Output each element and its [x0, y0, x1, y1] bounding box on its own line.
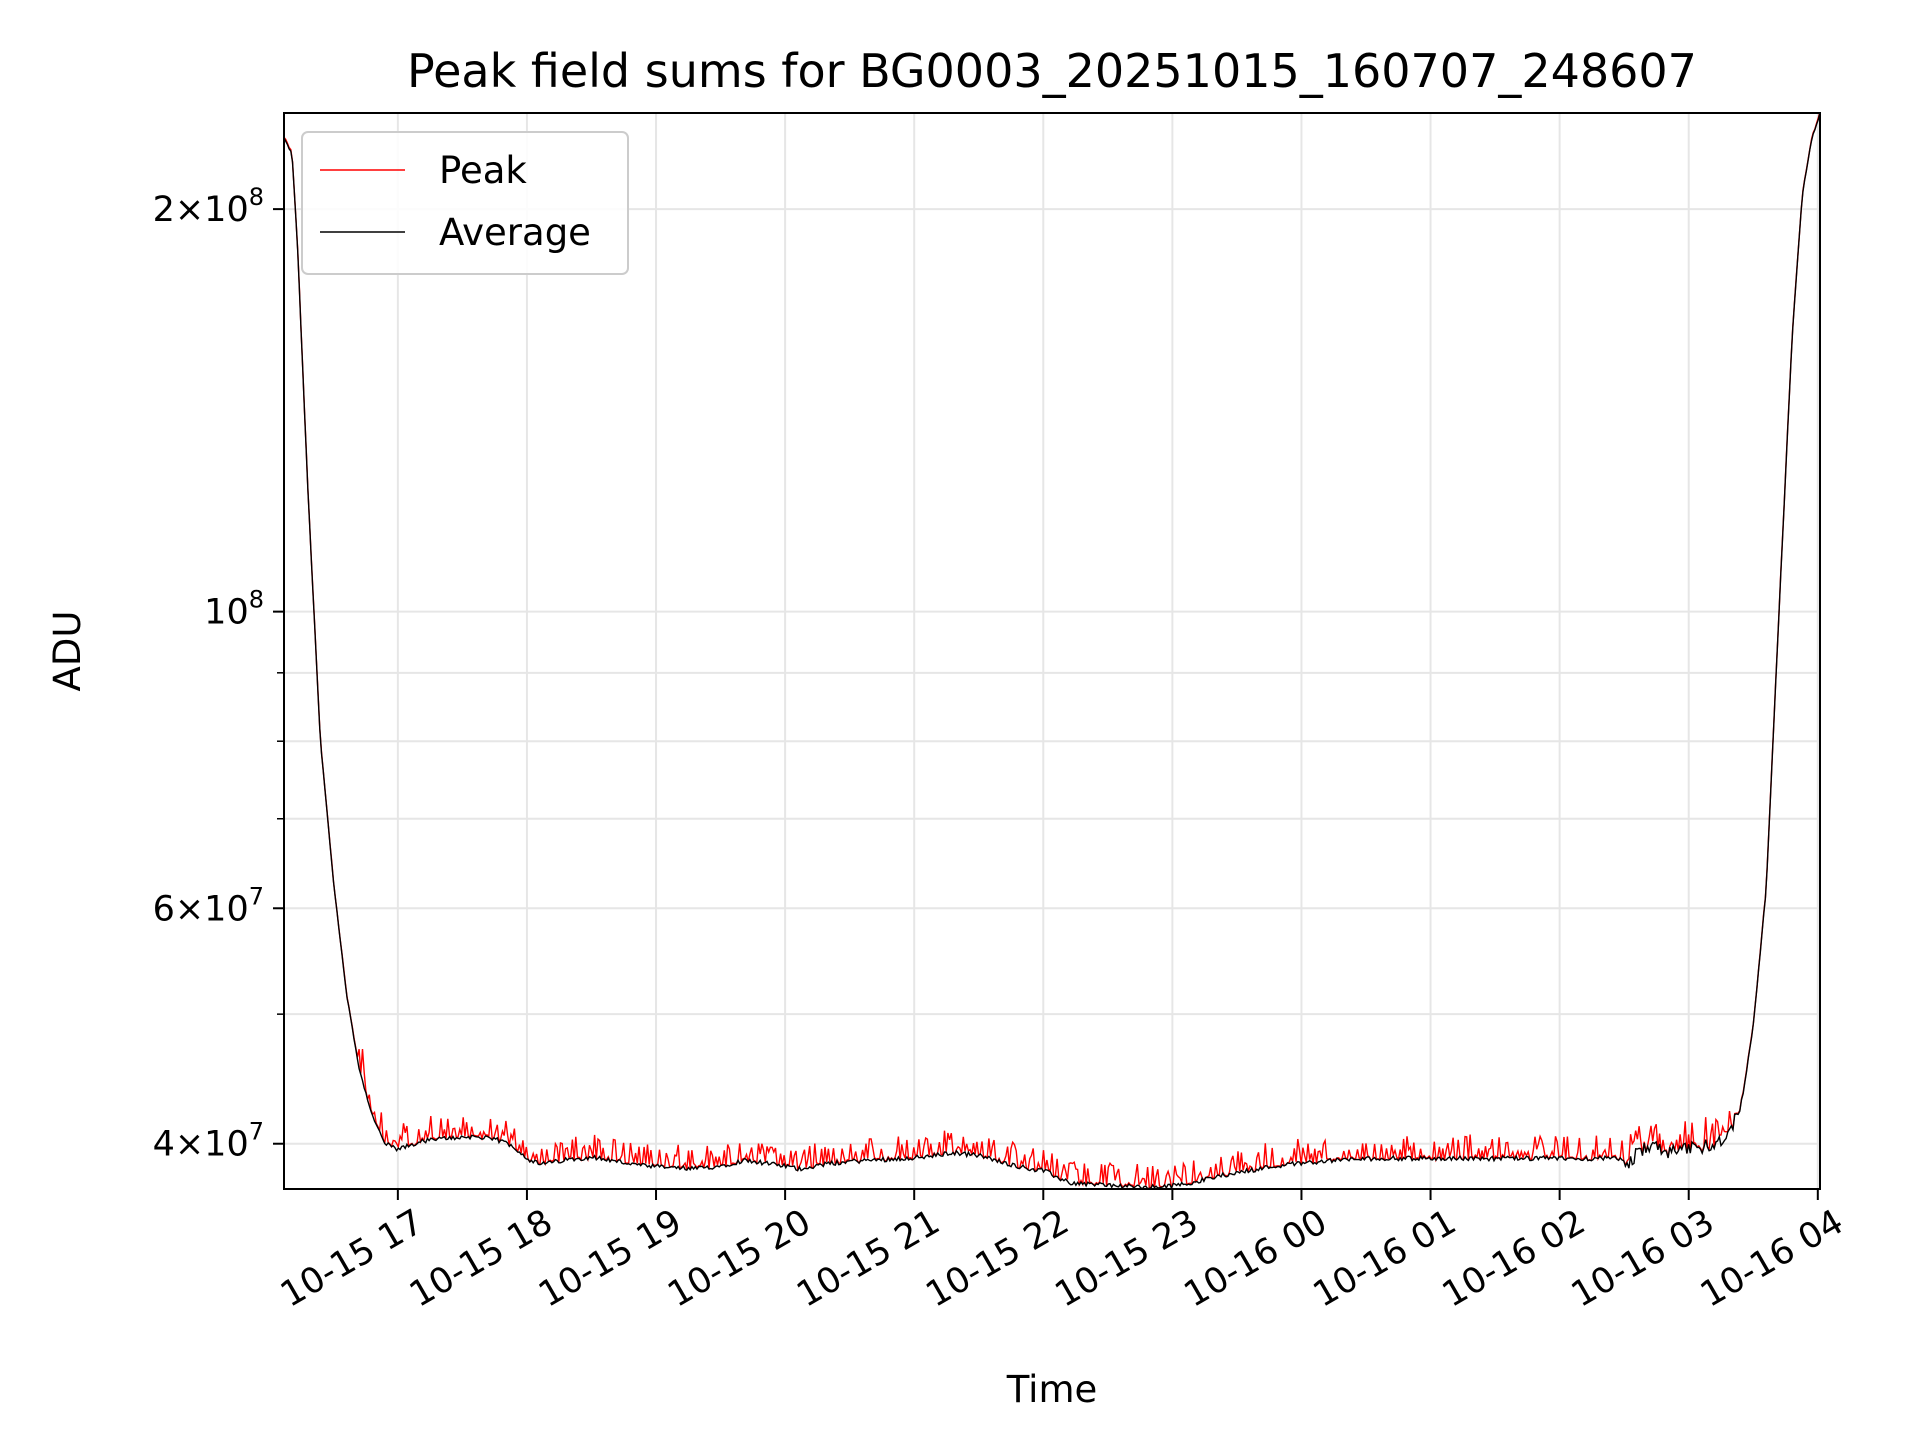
x-axis-label: Time: [1006, 1368, 1098, 1411]
y-tick-exponent: 8: [249, 183, 264, 211]
y-tick-base: 10: [204, 593, 249, 633]
legend-label-average: Average: [439, 211, 591, 254]
legend: Peak Average: [301, 131, 629, 275]
y-tick-times: ×: [175, 1125, 204, 1165]
y-tick-label: 2×108: [153, 183, 264, 230]
peak-series-line: [284, 113, 1820, 1189]
y-tick-mantissa: 2: [153, 190, 175, 230]
legend-box: [301, 131, 629, 275]
grid-lines: [284, 113, 1820, 1189]
y-tick-base: 10: [204, 889, 249, 929]
plot-frame: [283, 112, 1821, 1190]
y-tick-exponent: 7: [249, 1118, 264, 1146]
y-tick-times: ×: [175, 889, 204, 929]
y-tick-exponent: 7: [249, 882, 264, 910]
y-axis-label: ADU: [46, 611, 89, 692]
chart-title: Peak field sums for BG0003_20251015_1607…: [407, 44, 1697, 98]
y-tick-label: 6×107: [153, 882, 264, 929]
y-tick-mantissa: 4: [153, 1125, 175, 1165]
y-tick-mantissa: 6: [153, 889, 175, 929]
y-tick-exponent: 8: [249, 586, 264, 614]
y-tick-base: 10: [204, 1125, 249, 1165]
y-tick-times: ×: [175, 190, 204, 230]
series-area: [284, 113, 1820, 1189]
average-series-line: [284, 113, 1820, 1189]
y-tick-label: 108: [204, 586, 264, 633]
y-tick-label: 4×107: [153, 1118, 264, 1165]
y-tick-base: 10: [204, 190, 249, 230]
legend-label-peak: Peak: [439, 149, 527, 192]
